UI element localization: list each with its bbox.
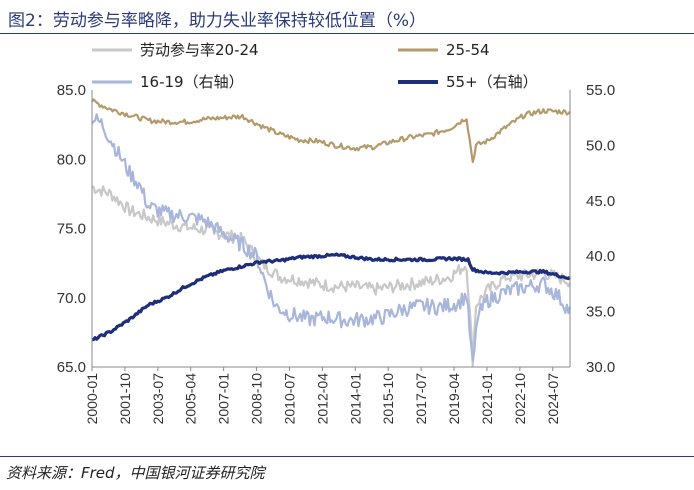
right-tick-label: 45.0 (586, 193, 615, 210)
left-tick-label: 85.0 (57, 82, 86, 99)
legend-label: 劳动参与率20-24 (140, 41, 259, 59)
left-tick-label: 65.0 (57, 359, 86, 376)
series-line (91, 113, 572, 362)
source-note: 资料来源：Fred，中国银河证券研究院 (6, 464, 265, 482)
x-tick-label: 2007-01 (216, 373, 232, 425)
x-tick-label: 2001-10 (117, 373, 133, 425)
legend-label: 55+（右轴） (446, 73, 538, 91)
right-tick-label: 55.0 (586, 82, 615, 99)
x-tick-label: 2010-07 (281, 373, 297, 425)
footer-divider (0, 456, 694, 457)
right-tick-label: 35.0 (586, 304, 615, 321)
series-line (91, 185, 571, 367)
chart: 65.0 70.0 75.0 80.0 85.0 30.0 35.0 40.0 45.0 50.0… (57, 41, 615, 424)
x-tick-label: 2012-04 (314, 373, 330, 425)
x-tick-label: 2005-04 (183, 373, 199, 425)
left-tick-label: 75.0 (57, 221, 86, 238)
series-layer (91, 98, 572, 367)
x-tick-label: 2015-10 (380, 373, 396, 425)
legend-label: 16-19（右轴） (140, 73, 244, 91)
x-tick-label: 2008-10 (249, 373, 265, 425)
legend: 劳动参与率20-24 25-54 16-19（右轴） 55+（右轴） (92, 41, 538, 91)
chart-title: 图2：劳动参与率略降，助力失业率保持较低位置（%） (8, 11, 426, 31)
left-tick-label: 70.0 (57, 290, 86, 307)
series-line (91, 252, 572, 342)
x-tick-label: 2003-07 (150, 373, 166, 425)
x-tick-label: 2022-10 (512, 373, 528, 425)
right-tick-label: 50.0 (586, 137, 615, 154)
x-tick-label: 2021-01 (479, 373, 495, 425)
title-divider (0, 33, 694, 34)
right-tick-label: 40.0 (586, 248, 615, 265)
x-tick-label: 2000-01 (84, 373, 100, 425)
right-tick-label: 30.0 (586, 359, 615, 376)
legend-label: 25-54 (446, 41, 490, 59)
x-tick-label: 2017-07 (413, 373, 429, 425)
x-tick-label: 2014-01 (347, 373, 363, 425)
x-tick-label: 2019-04 (446, 373, 462, 425)
series-line (91, 98, 571, 164)
x-tick-label: 2024-07 (545, 373, 561, 425)
axes-layer: 65.0 70.0 75.0 80.0 85.0 30.0 35.0 40.0 45.0 50.0… (57, 82, 615, 424)
left-tick-label: 80.0 (57, 151, 86, 168)
